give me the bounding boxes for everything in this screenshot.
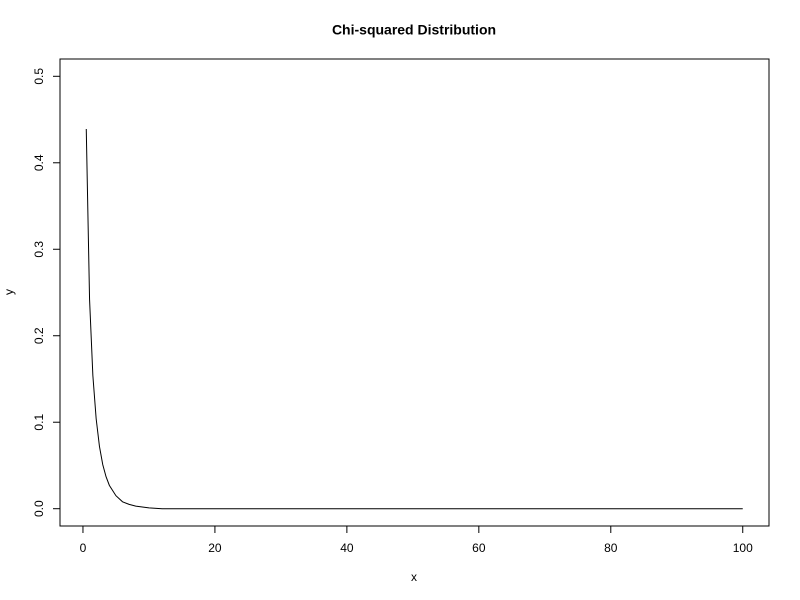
y-tick-label: 0.5	[32, 68, 46, 85]
y-tick-label: 0.2	[32, 327, 46, 344]
x-tick-label: 40	[340, 541, 354, 555]
y-tick-label: 0.1	[32, 414, 46, 431]
x-tick-label: 80	[604, 541, 618, 555]
plot-box	[59, 58, 770, 527]
y-tick-label: 0.3	[32, 241, 46, 258]
data-line	[85, 129, 743, 510]
chart-title: Chi-squared Distribution	[332, 22, 496, 38]
y-axis-label: y	[2, 289, 16, 295]
y-tick-label: 0.0	[32, 500, 46, 517]
x-tick-label: 100	[733, 541, 753, 555]
y-tick-label: 0.4	[32, 154, 46, 171]
x-tick-label: 20	[208, 541, 222, 555]
x-tick-label: 0	[80, 541, 87, 555]
x-tick-label: 60	[472, 541, 486, 555]
x-axis-label: x	[411, 570, 417, 584]
